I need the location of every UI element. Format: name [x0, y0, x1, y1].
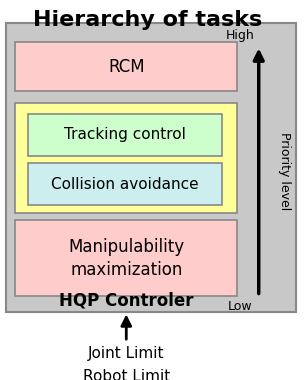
Text: Tracking control: Tracking control: [64, 127, 186, 142]
Text: Low: Low: [228, 300, 253, 313]
Text: Manipulability
maximization: Manipulability maximization: [68, 238, 184, 279]
Text: Robot Limit: Robot Limit: [83, 369, 170, 380]
Bar: [6, 23, 296, 312]
Text: High: High: [226, 29, 255, 42]
Text: HQP Controler: HQP Controler: [59, 292, 193, 310]
Bar: [28, 163, 222, 205]
Text: Hierarchy of tasks: Hierarchy of tasks: [33, 10, 262, 30]
Text: RCM: RCM: [108, 57, 144, 76]
Text: Joint Limit: Joint Limit: [88, 346, 164, 361]
Bar: [28, 114, 222, 156]
Text: Priority level: Priority level: [278, 132, 291, 210]
Bar: [15, 42, 237, 91]
Bar: [15, 220, 237, 296]
Text: Collision avoidance: Collision avoidance: [51, 177, 199, 192]
Bar: [15, 103, 237, 213]
